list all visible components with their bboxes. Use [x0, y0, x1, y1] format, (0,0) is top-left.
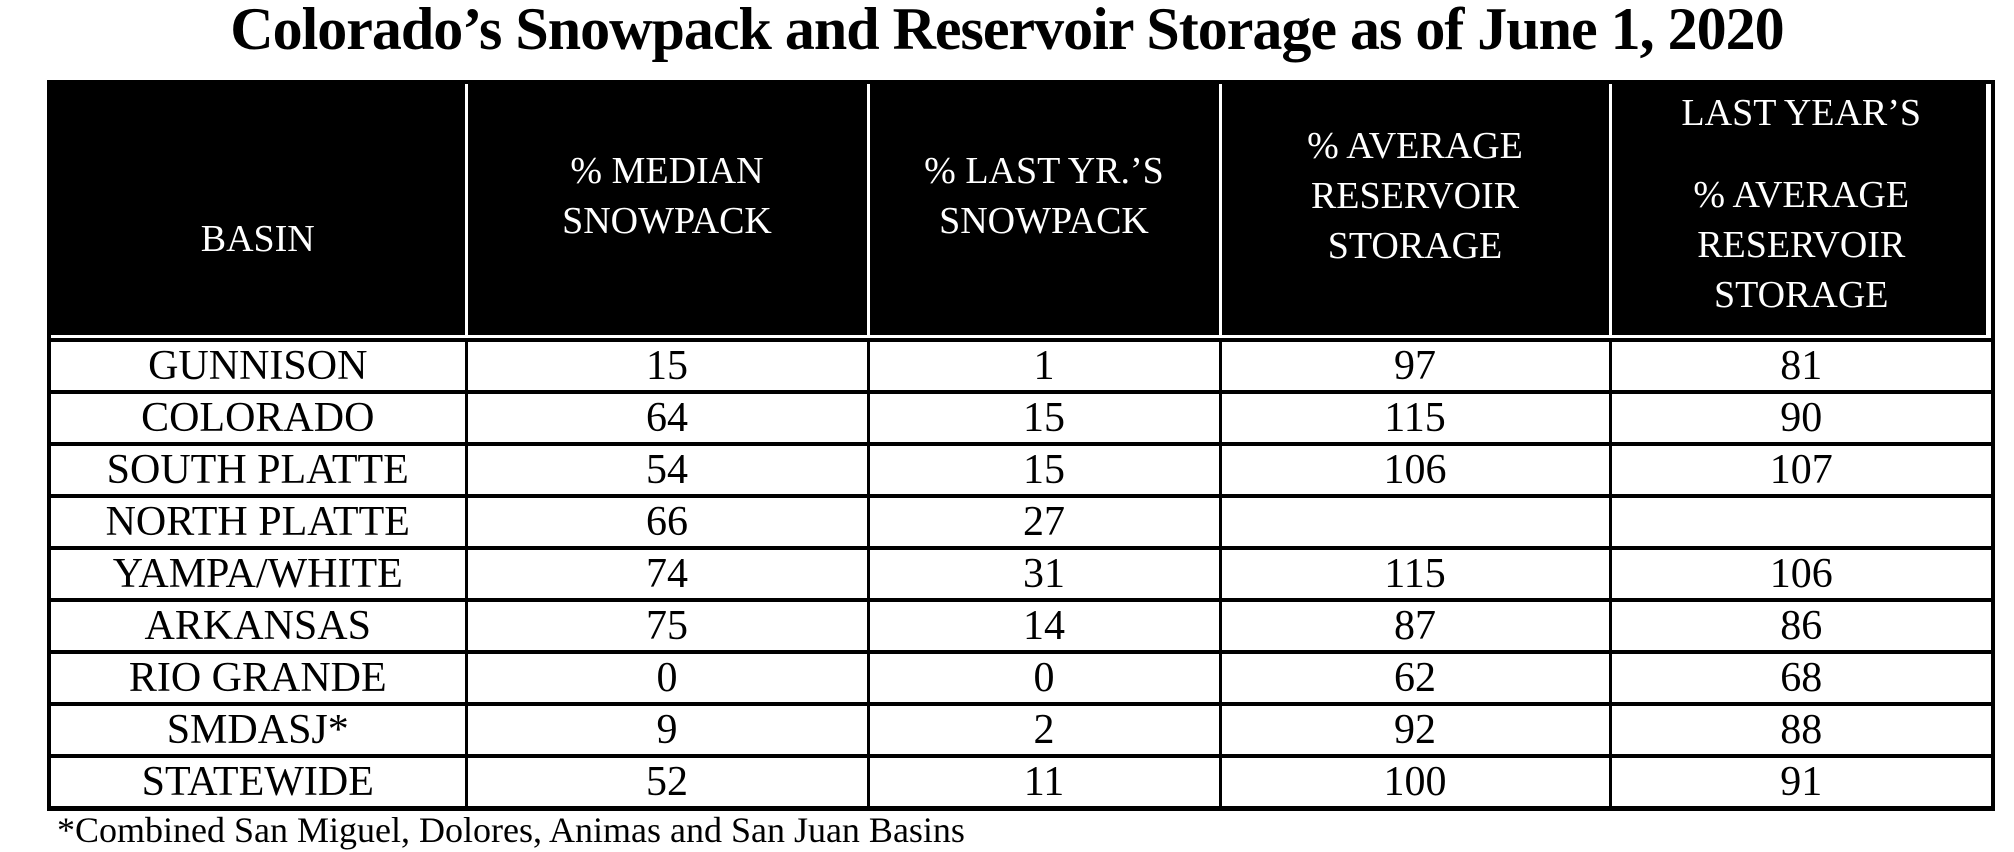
- value-cell: 14: [866, 598, 1222, 654]
- value-cell: 31: [866, 546, 1222, 602]
- value-cell: 11: [866, 754, 1222, 810]
- value-cell: 9: [464, 702, 870, 758]
- header-line: LAST YEAR’S: [1681, 92, 1922, 134]
- value-cell: 64: [464, 390, 870, 446]
- value-cell: 100: [1218, 754, 1612, 810]
- header-line: BASIN: [200, 218, 315, 260]
- header-line: % LAST YR.’S: [924, 150, 1164, 192]
- table-row: STATEWIDE 52 11 100 91: [47, 754, 1995, 810]
- value-cell: 115: [1218, 546, 1612, 602]
- basin-cell: NORTH PLATTE: [47, 494, 468, 550]
- value-cell: 97: [1218, 338, 1612, 394]
- header-line: % AVERAGE: [1307, 125, 1523, 167]
- col-header-avg-reservoir-storage: % AVERAGE RESERVOIR STORAGE: [1218, 82, 1610, 340]
- footnote: *Combined San Miguel, Dolores, Animas an…: [57, 810, 965, 850]
- value-cell: 81: [1608, 338, 1995, 394]
- value-cell: [1218, 494, 1612, 550]
- value-cell: 62: [1218, 650, 1612, 706]
- table-row: NORTH PLATTE 66 27: [47, 494, 1995, 550]
- value-cell: 15: [464, 338, 870, 394]
- basin-cell: SOUTH PLATTE: [47, 442, 468, 498]
- value-cell: 107: [1608, 442, 1995, 498]
- value-cell: 91: [1608, 754, 1995, 810]
- table-row: COLORADO 64 15 115 90: [47, 390, 1995, 446]
- basin-cell: YAMPA/WHITE: [47, 546, 468, 602]
- header-line: SNOWPACK: [939, 200, 1149, 242]
- value-cell: 66: [464, 494, 870, 550]
- value-cell: 106: [1218, 442, 1612, 498]
- basin-cell: STATEWIDE: [47, 754, 468, 810]
- col-header-basin: BASIN: [49, 82, 466, 340]
- value-cell: 54: [464, 442, 870, 498]
- value-cell: 106: [1608, 546, 1995, 602]
- header-line: RESERVOIR: [1310, 175, 1520, 217]
- table-body: GUNNISON 15 1 97 81 COLORADO 64 15 115 9…: [47, 338, 1995, 810]
- value-cell: 2: [866, 702, 1222, 758]
- page-title: Colorado’s Snowpack and Reservoir Storag…: [230, 0, 1784, 62]
- header-line: RESERVOIR: [1697, 224, 1906, 266]
- table-row: GUNNISON 15 1 97 81: [47, 338, 1995, 394]
- value-cell: 0: [866, 650, 1222, 706]
- value-cell: 90: [1608, 390, 1995, 446]
- table-header: BASIN % MEDIAN SNOWPACK % LAST YR.’S SNO…: [49, 82, 1993, 340]
- table-row: YAMPA/WHITE 74 31 115 106: [47, 546, 1995, 602]
- value-cell: 15: [866, 442, 1222, 498]
- value-cell: [1608, 494, 1995, 550]
- value-cell: 0: [464, 650, 870, 706]
- value-cell: 52: [464, 754, 870, 810]
- table-row: SMDASJ* 9 2 92 88: [47, 702, 1995, 758]
- value-cell: 88: [1608, 702, 1995, 758]
- basin-cell: RIO GRANDE: [47, 650, 468, 706]
- basin-cell: COLORADO: [47, 390, 468, 446]
- header-line: STORAGE: [1327, 225, 1503, 267]
- value-cell: 75: [464, 598, 870, 654]
- snowpack-reservoir-table: BASIN % MEDIAN SNOWPACK % LAST YR.’S SNO…: [47, 80, 1995, 811]
- header-blank-line: [1612, 138, 1992, 170]
- header-line: STORAGE: [1713, 274, 1889, 316]
- header-line: % MEDIAN: [570, 150, 764, 192]
- value-cell: 115: [1218, 390, 1612, 446]
- header-line: SNOWPACK: [562, 200, 772, 242]
- value-cell: 68: [1608, 650, 1995, 706]
- table-row: RIO GRANDE 0 0 62 68: [47, 650, 1995, 706]
- basin-cell: GUNNISON: [47, 338, 468, 394]
- table-row: ARKANSAS 75 14 87 86: [47, 598, 1995, 654]
- col-header-last-years-avg-reservoir-storage: LAST YEAR’S % AVERAGE RESERVOIR STORAGE: [1608, 82, 1993, 340]
- basin-cell: SMDASJ*: [47, 702, 468, 758]
- value-cell: 27: [866, 494, 1222, 550]
- col-header-last-yr-snowpack: % LAST YR.’S SNOWPACK: [866, 82, 1220, 340]
- basin-cell: ARKANSAS: [47, 598, 468, 654]
- value-cell: 1: [866, 338, 1222, 394]
- value-cell: 74: [464, 546, 870, 602]
- col-header-median-snowpack: % MEDIAN SNOWPACK: [464, 82, 868, 340]
- value-cell: 92: [1218, 702, 1612, 758]
- value-cell: 15: [866, 390, 1222, 446]
- header-line: % AVERAGE: [1693, 174, 1910, 216]
- value-cell: 87: [1218, 598, 1612, 654]
- table-header-row: BASIN % MEDIAN SNOWPACK % LAST YR.’S SNO…: [49, 82, 1993, 340]
- table-row: SOUTH PLATTE 54 15 106 107: [47, 442, 1995, 498]
- value-cell: 86: [1608, 598, 1995, 654]
